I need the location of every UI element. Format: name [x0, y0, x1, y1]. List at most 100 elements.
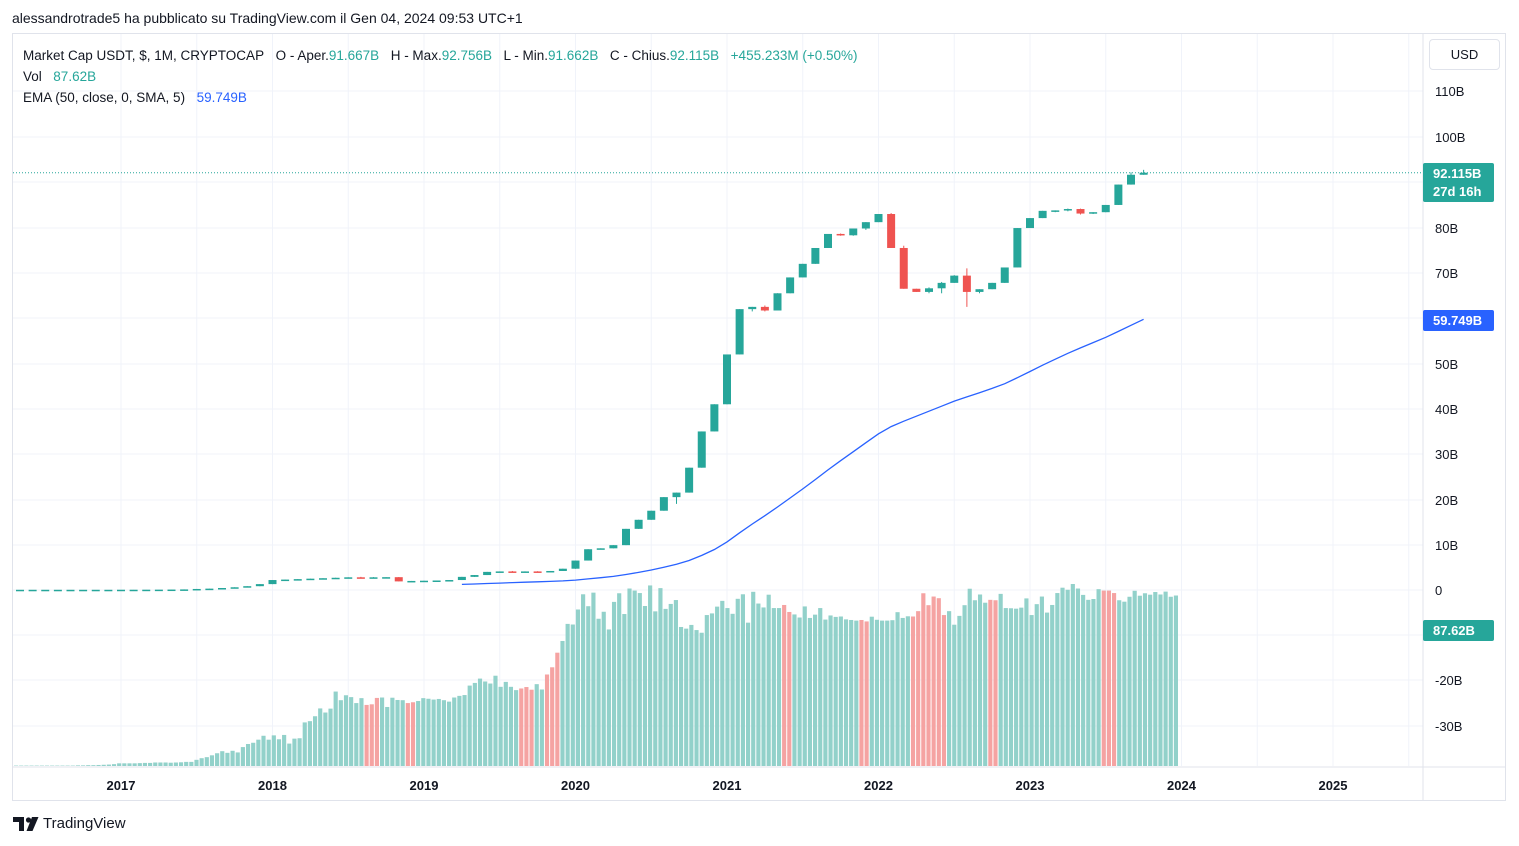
volume-bar — [184, 761, 189, 766]
volume-bar — [256, 739, 261, 766]
chart-frame[interactable] — [12, 33, 1506, 801]
volume-bar — [441, 700, 447, 766]
volume-bar — [854, 620, 859, 766]
volume-bar — [1081, 594, 1086, 766]
volume-bar — [1173, 595, 1178, 766]
candle-body — [382, 577, 391, 579]
volume-bar — [936, 598, 941, 766]
last-price-tag: 92.115B 27d 16h — [1423, 163, 1494, 202]
volume-bar — [611, 601, 617, 766]
volume-bar — [818, 608, 823, 766]
volume-bar — [1158, 594, 1163, 766]
volume-bar — [823, 619, 828, 766]
volume-bar — [472, 682, 477, 766]
volume-bar — [390, 697, 395, 766]
volume-tag: 87.62B — [1423, 620, 1494, 641]
y-tick-label: 110B — [1435, 84, 1464, 99]
candle-body — [445, 580, 454, 582]
volume-bar — [225, 752, 230, 766]
legend-ema-row: EMA (50, close, 0, SMA, 5) 59.749B — [23, 87, 858, 108]
candle-body — [521, 571, 529, 573]
volume-bar — [117, 763, 122, 766]
candle-body — [1139, 172, 1148, 175]
volume-bar — [813, 614, 818, 766]
price-tags: 92.115B 27d 16h 59.749B 87.62B — [1423, 163, 1494, 641]
y-tick-label: 0 — [1435, 583, 1442, 598]
volume-bar — [251, 742, 256, 766]
volume-bar — [895, 612, 900, 766]
legend-open-value: 91.667B — [328, 48, 380, 63]
volume-bar — [957, 615, 962, 766]
volume-bar — [467, 685, 472, 766]
volume-bar — [421, 698, 426, 766]
volume-bar — [111, 764, 117, 766]
candle-body — [495, 571, 504, 573]
volume-bar — [771, 608, 776, 766]
volume-bar — [1050, 604, 1055, 766]
volume-bar — [761, 607, 766, 766]
volume-bar — [1163, 591, 1168, 766]
legend-open-label: O - Aper. — [275, 48, 329, 63]
last-price-tag-text: 92.115B — [1433, 166, 1481, 181]
candle-body — [685, 467, 694, 493]
candle-body — [28, 589, 37, 592]
volume-bar — [885, 620, 890, 766]
x-tick-label: 2021 — [713, 778, 742, 793]
candle-body — [420, 580, 428, 583]
volume-bar — [395, 699, 400, 766]
candle-body — [634, 519, 643, 529]
candle-body — [293, 579, 302, 581]
currency-button[interactable]: USD — [1429, 39, 1500, 70]
volume-bar — [1034, 604, 1039, 766]
volume-bar — [271, 735, 276, 766]
volume-bar — [601, 611, 606, 766]
candle-body — [117, 589, 125, 592]
footer-brand[interactable]: TradingView — [13, 815, 126, 832]
volume-bar — [385, 706, 390, 766]
x-tick-label: 2025 — [1319, 778, 1348, 793]
volume-bar — [637, 593, 642, 766]
candle-body — [154, 589, 163, 592]
candle-body — [53, 589, 62, 592]
volume-bar — [653, 611, 658, 766]
y-tick-label: 40B — [1435, 402, 1458, 417]
legend-high-label: H - Max. — [390, 48, 442, 63]
volume-bar — [158, 762, 163, 766]
volume-bar — [694, 630, 699, 766]
volume-bar — [1148, 594, 1153, 766]
candle-body — [218, 588, 226, 590]
volume-bar — [972, 600, 977, 766]
volume-bar — [534, 684, 539, 766]
volume-bar — [204, 757, 209, 766]
y-tick-label: -30B — [1435, 719, 1462, 734]
candle-body — [584, 549, 593, 561]
candle-body — [394, 577, 403, 582]
volume-bar — [560, 640, 565, 766]
candle-body — [849, 228, 858, 236]
candle-body — [230, 587, 239, 589]
legend-close-label: C - Chius. — [609, 48, 670, 63]
volume-bar — [539, 689, 544, 766]
candle-body — [596, 548, 605, 550]
candle-body — [79, 589, 88, 592]
candle-body — [1038, 210, 1047, 219]
volume-bar — [215, 753, 220, 766]
ema-price-tag-bg — [1423, 310, 1494, 331]
volume-bar — [457, 695, 462, 766]
volume-bar — [178, 762, 184, 766]
y-tick-label: 100B — [1435, 130, 1465, 145]
candle-body — [988, 282, 997, 290]
volume-bar — [699, 632, 704, 766]
volume-bar — [1106, 590, 1111, 766]
volume-bar — [900, 617, 905, 766]
tradingview-logo-icon — [13, 816, 39, 831]
volume-bar — [503, 681, 508, 766]
candle-body — [735, 309, 744, 355]
volume-bar — [431, 699, 436, 766]
candle-body — [104, 589, 113, 592]
volume-bar — [751, 591, 756, 766]
legend-change: +455.233M (+0.50%) — [730, 48, 858, 63]
volume-bar — [1024, 598, 1029, 766]
volume-bar — [359, 698, 364, 766]
